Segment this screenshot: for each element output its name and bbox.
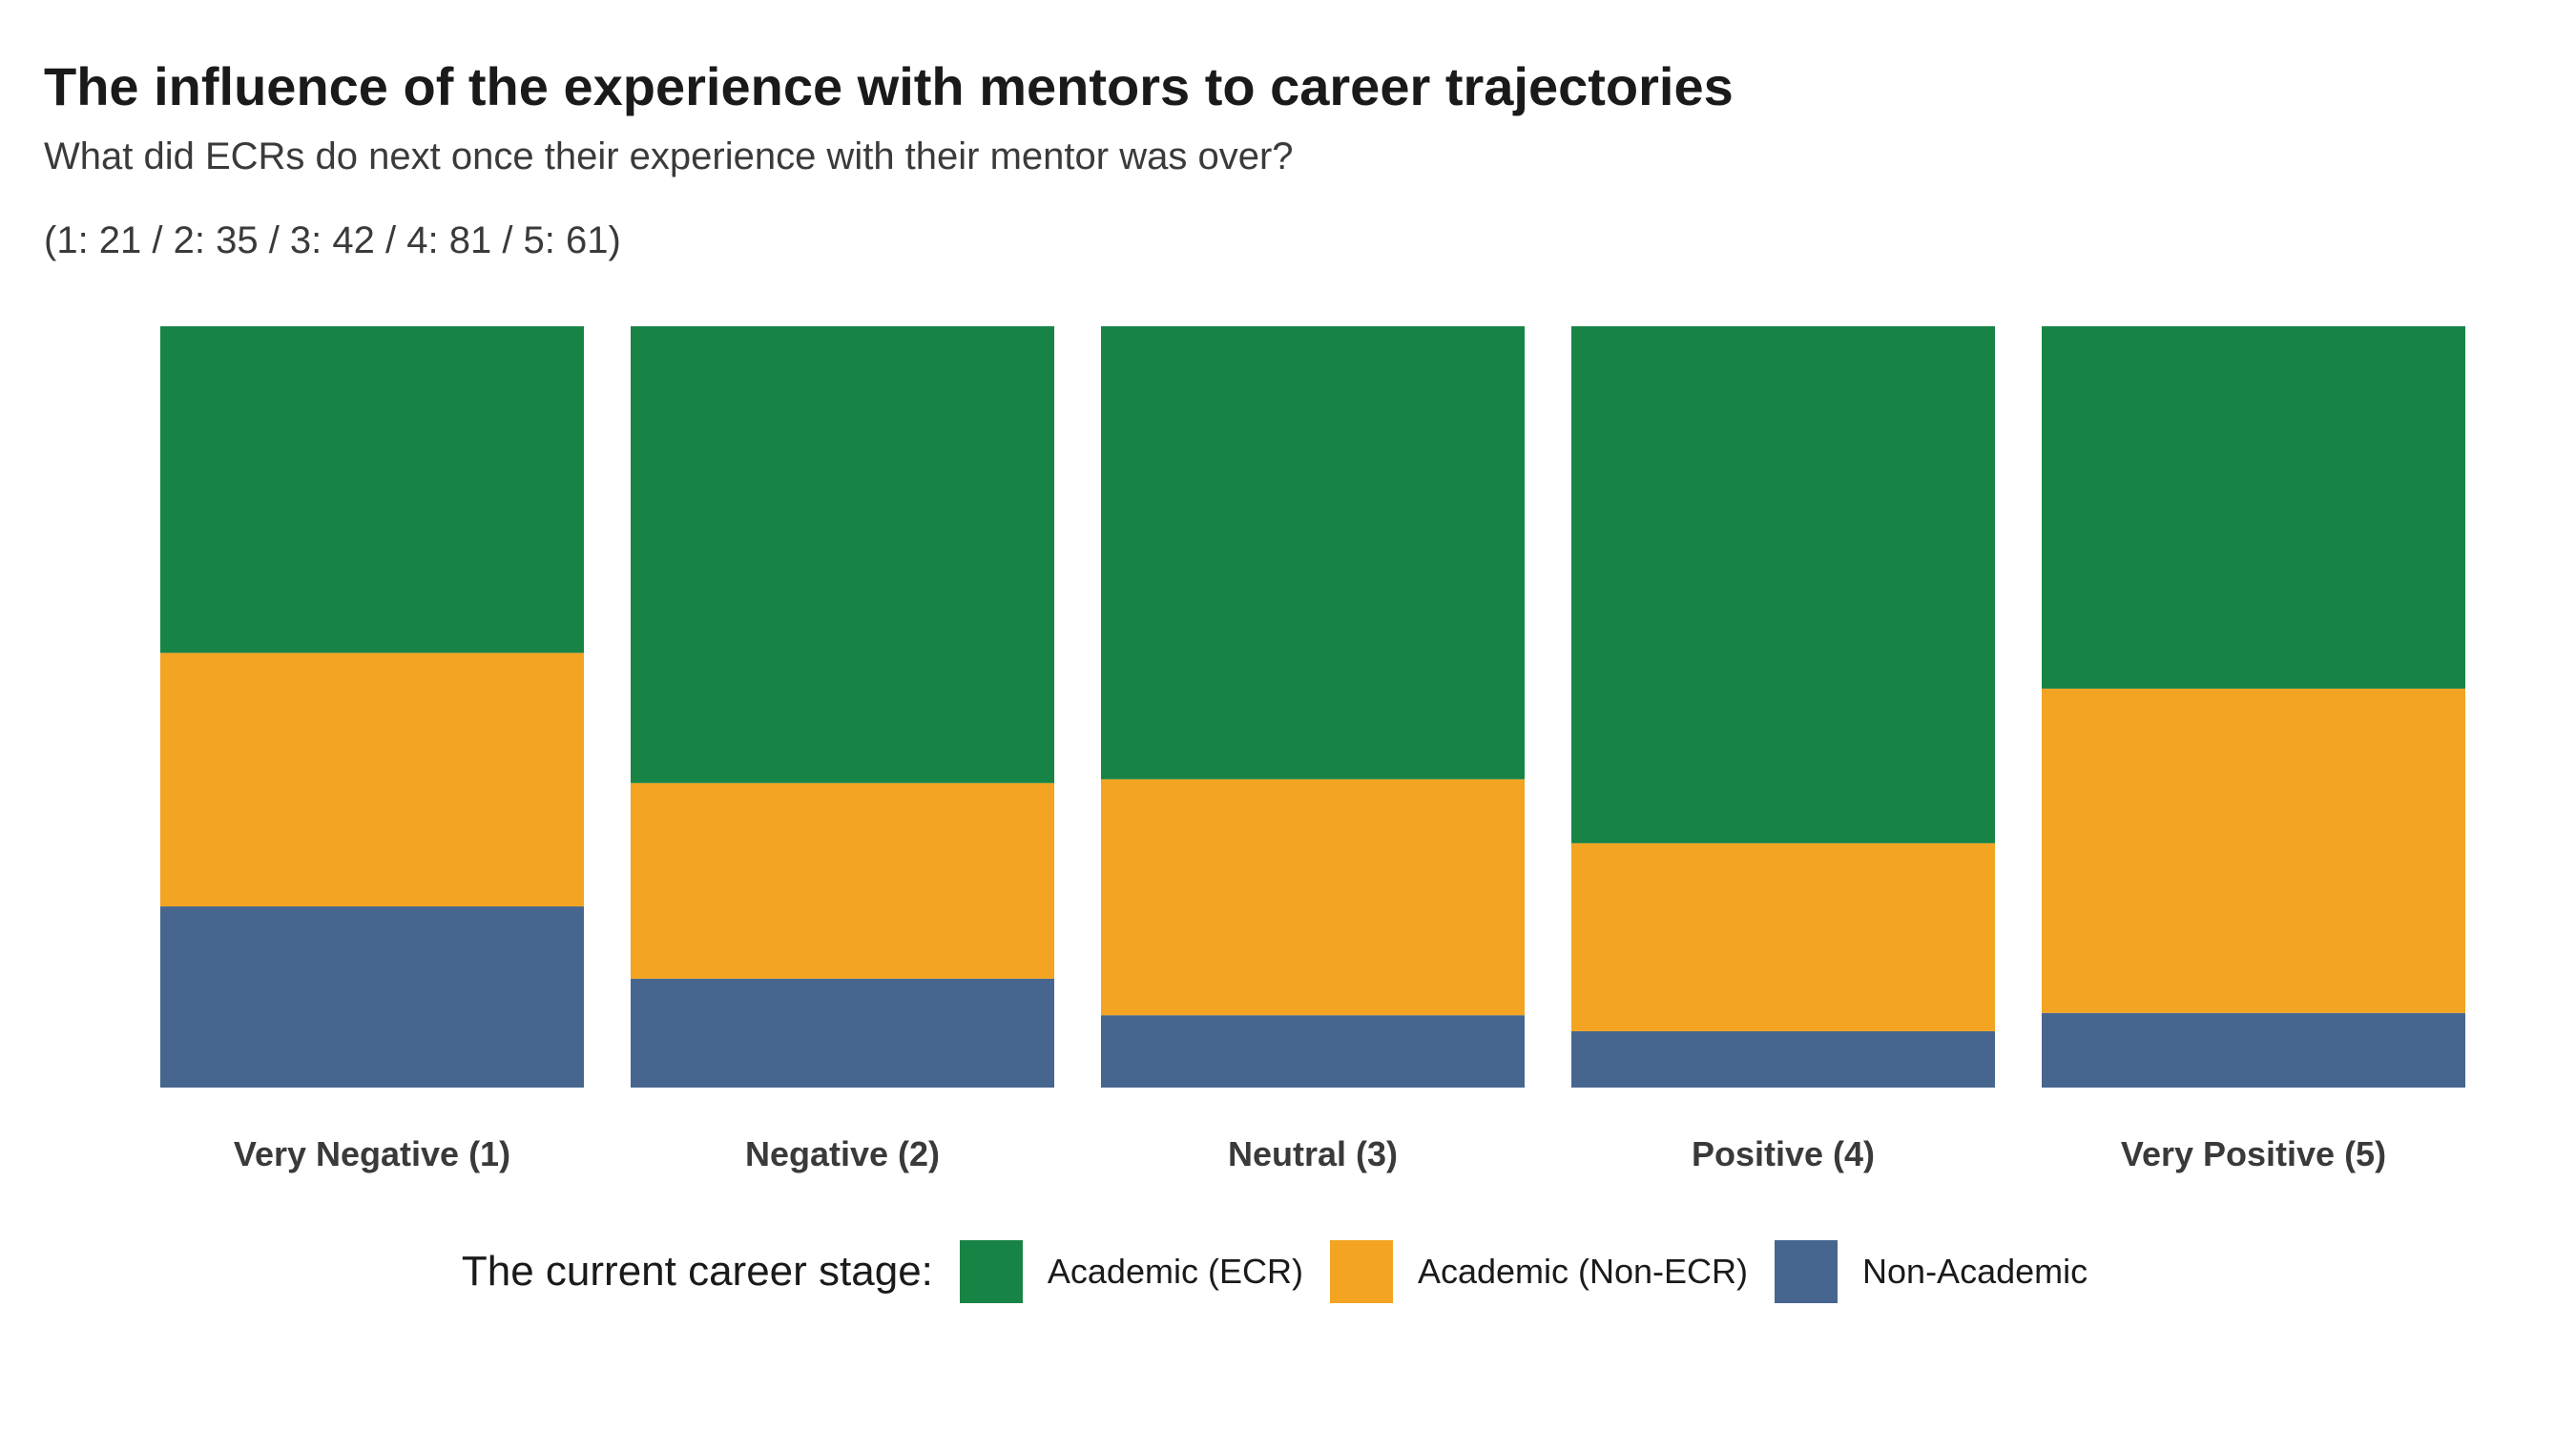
bar-segment-non-academic-5 bbox=[2042, 1012, 2465, 1088]
bar-segment-academic-ecr-1 bbox=[160, 326, 584, 653]
bar-segment-academic-ecr-2 bbox=[631, 326, 1054, 783]
legend-item-academic-non-ecr: Academic (Non-ECR) bbox=[1329, 1240, 1749, 1303]
legend-title: The current career stage: bbox=[461, 1248, 933, 1295]
bar-segment-academic-non-ecr-4 bbox=[1571, 842, 1995, 1031]
x-tick-label-3: Neutral (3) bbox=[1228, 1134, 1398, 1173]
legend-label-non-academic: Non-Academic bbox=[1862, 1252, 2088, 1291]
legend: The current career stage: Academic (ECR)… bbox=[0, 1238, 2576, 1305]
chart-subtitle: What did ECRs do next once their experie… bbox=[44, 135, 1294, 177]
bar-segment-academic-non-ecr-3 bbox=[1101, 778, 1525, 1016]
bar-segment-academic-non-ecr-2 bbox=[631, 782, 1054, 979]
legend-label-academic-non-ecr: Academic (Non-ECR) bbox=[1417, 1252, 1749, 1291]
legend-swatch-academic-ecr bbox=[959, 1240, 1023, 1303]
legend-label-academic-ecr: Academic (ECR) bbox=[1047, 1252, 1303, 1291]
bar-segment-academic-ecr-4 bbox=[1571, 326, 1995, 843]
legend-swatch-academic-non-ecr bbox=[1329, 1240, 1393, 1303]
legend-item-academic-ecr: Academic (ECR) bbox=[959, 1240, 1303, 1303]
bar-segment-academic-ecr-3 bbox=[1101, 326, 1525, 779]
legend-swatch-non-academic bbox=[1775, 1240, 1839, 1303]
stacked-bar-chart: Very Negative (1) Negative (2) Neutral (3)… bbox=[160, 326, 2465, 1173]
bar-segment-academic-non-ecr-5 bbox=[2042, 688, 2465, 1013]
bar-segment-academic-ecr-5 bbox=[2042, 326, 2465, 689]
x-tick-label-2: Negative (2) bbox=[745, 1134, 940, 1173]
bar-segment-academic-non-ecr-1 bbox=[160, 653, 584, 907]
legend-item-non-academic: Non-Academic bbox=[1775, 1240, 2088, 1303]
bar-segment-non-academic-4 bbox=[1571, 1030, 1995, 1088]
x-tick-label-4: Positive (4) bbox=[1692, 1134, 1875, 1173]
counts-caption: (1: 21 / 2: 35 / 3: 42 / 4: 81 / 5: 61) bbox=[44, 219, 621, 261]
bar-segment-non-academic-1 bbox=[160, 906, 584, 1088]
x-tick-label-5: Very Positive (5) bbox=[2121, 1134, 2386, 1173]
chart-title: The influence of the experience with men… bbox=[44, 56, 1734, 116]
x-tick-label-1: Very Negative (1) bbox=[234, 1134, 510, 1173]
bar-segment-non-academic-2 bbox=[631, 978, 1054, 1088]
bar-segment-non-academic-3 bbox=[1101, 1015, 1525, 1088]
